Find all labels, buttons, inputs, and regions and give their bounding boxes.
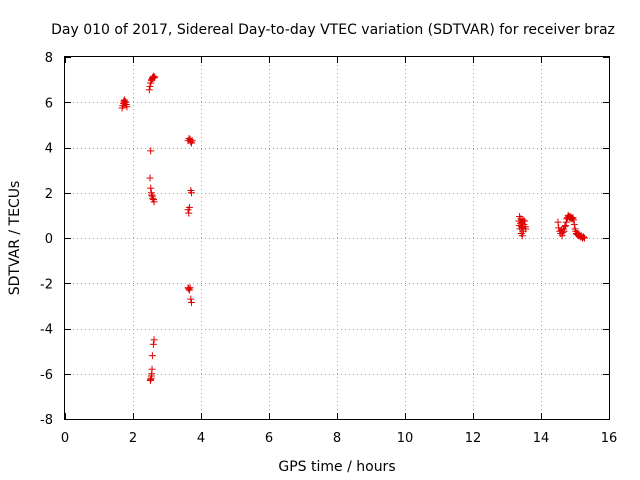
x-tick-label: 12 — [465, 431, 482, 446]
data-point — [562, 218, 570, 226]
data-point — [146, 377, 154, 385]
data-point — [147, 184, 155, 192]
data-point — [187, 298, 195, 306]
y-tick-label: 8 — [45, 51, 53, 66]
data-point — [121, 99, 129, 107]
data-point — [151, 73, 159, 81]
data-point — [570, 216, 578, 224]
data-point — [580, 233, 587, 241]
data-point — [581, 234, 589, 242]
x-tick-label: 2 — [129, 431, 137, 446]
data-point — [145, 86, 153, 94]
data-point — [185, 285, 193, 293]
x-tick-label: 6 — [265, 431, 273, 446]
data-point — [150, 74, 158, 82]
data-point — [521, 217, 529, 225]
data-point — [149, 340, 157, 348]
data-point — [148, 352, 156, 360]
data-point — [149, 72, 157, 80]
y-tick-label: -8 — [40, 413, 53, 428]
data-point — [558, 232, 566, 240]
x-axis-label: GPS time / hours — [278, 459, 395, 475]
data-point — [187, 295, 195, 303]
data-point — [522, 225, 530, 233]
data-point — [150, 198, 158, 206]
data-point — [147, 147, 155, 155]
data-point — [519, 216, 527, 224]
data-point — [559, 228, 567, 236]
data-point — [146, 82, 154, 90]
y-axis-label: SDTVAR / TECUs — [7, 181, 23, 296]
y-tick-label: -6 — [40, 368, 53, 383]
y-tick-label: -2 — [40, 277, 53, 292]
axis-ticks: 0 2 4 6 8 10 12 14 16 -8 -6 -4 -2 0 2 4 6 8 — [40, 51, 617, 446]
data-point — [568, 215, 576, 223]
data-point — [187, 189, 195, 197]
data-point — [561, 223, 569, 231]
y-tick-label: 6 — [45, 96, 53, 111]
data-point — [518, 232, 526, 240]
data-point — [560, 227, 568, 235]
data-point — [188, 137, 196, 145]
data-point — [148, 191, 156, 199]
y-tick-label: 0 — [45, 232, 53, 247]
grid — [65, 57, 609, 419]
data-point — [185, 203, 193, 211]
x-tick-label: 10 — [397, 431, 414, 446]
y-tick-label: 2 — [45, 187, 53, 202]
plot-frame — [64, 56, 610, 420]
x-tick-label: 8 — [333, 431, 341, 446]
chart-title: Day 010 of 2017, Sidereal Day-to-day VTE… — [51, 22, 615, 38]
y-tick-label: -4 — [40, 323, 53, 338]
data-point — [150, 336, 158, 344]
x-tick-label: 4 — [197, 431, 205, 446]
data-point — [561, 222, 569, 230]
x-tick-label: 0 — [61, 431, 69, 446]
x-tick-label: 14 — [533, 431, 550, 446]
data-point — [187, 138, 195, 146]
data-point — [186, 284, 194, 292]
data-point — [570, 220, 578, 228]
data-point — [554, 218, 562, 226]
x-tick-label: 16 — [601, 431, 618, 446]
data-point — [146, 174, 154, 182]
data-points — [118, 72, 589, 385]
data-point — [123, 103, 131, 111]
y-tick-label: 4 — [45, 142, 53, 157]
data-point — [149, 194, 157, 202]
data-point — [185, 209, 193, 217]
